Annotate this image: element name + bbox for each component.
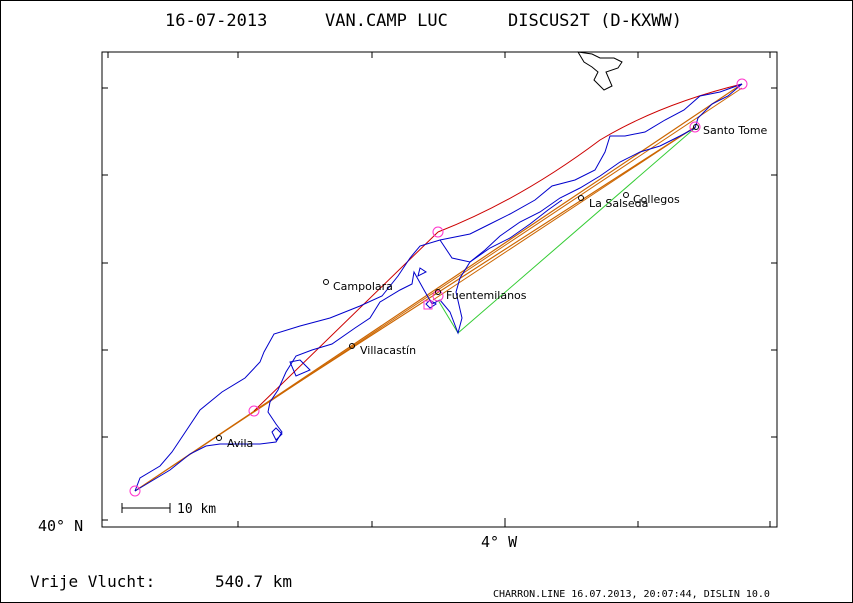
place-marker-avila [216,435,222,441]
closing-line-lower [437,299,459,334]
place-label-campolara: Campolara [333,280,393,293]
lon-axis-label: 4° W [481,533,518,551]
place-marker-villacastin [349,343,355,349]
turnpoint-4 [689,121,701,133]
plot-frame [101,51,778,528]
axis-ticks [102,52,777,527]
task-line-leg-3 [432,126,696,301]
title-glider: DISCUS2T (D-KXWW) [508,11,682,31]
place-label-santo-tome: Santo Tome [703,124,768,137]
turnpoint-1 [248,405,260,417]
turnpoint-end [736,78,748,90]
flight-track-mid [439,199,563,263]
turnpoint-3 [432,290,444,302]
place-label-avila: Avila [227,437,253,450]
turnpoint-finish-marker [423,300,433,310]
title-date: 16-07-2013 [165,11,267,31]
place-markers [216,124,699,441]
task-line-arc [437,83,743,233]
flight-track [134,83,743,492]
flight-track-return [134,83,743,492]
closing-line [457,127,696,334]
scale-bar: 10 km [121,502,216,517]
flight-track-thermals [271,267,437,441]
task-line-leg-2 [253,231,439,412]
turnpoint-2 [432,226,444,238]
place-marker-campolara [323,279,329,285]
place-label-fuentemilanos: Fuentemilanos [446,289,527,302]
scale-bar-label: 10 km [177,502,216,517]
summary-distance: 540.7 km [215,572,292,591]
lat-axis-label: 40° N [38,517,83,535]
place-label-la-salseda: La Salseda [589,197,648,210]
turnpoints [129,78,748,497]
summary-label: Vrije Vlucht: [30,572,155,591]
place-marker-collegos [623,192,629,198]
footer-text: CHARRON.LINE 16.07.2013, 20:07:44, DISLI… [493,589,770,600]
title-pilot: VAN.CAMP LUC [325,11,448,31]
place-marker-la-salseda [578,195,584,201]
place-label-villacastin: Villacastín [360,344,416,357]
task-line-leg [253,126,696,412]
place-marker-fuentemilanos [435,289,441,295]
turnpoint-start [129,485,141,497]
place-marker-santo-tome [693,124,699,130]
coastline-outline [577,51,623,91]
place-label-collegos: Collegos [633,193,680,206]
